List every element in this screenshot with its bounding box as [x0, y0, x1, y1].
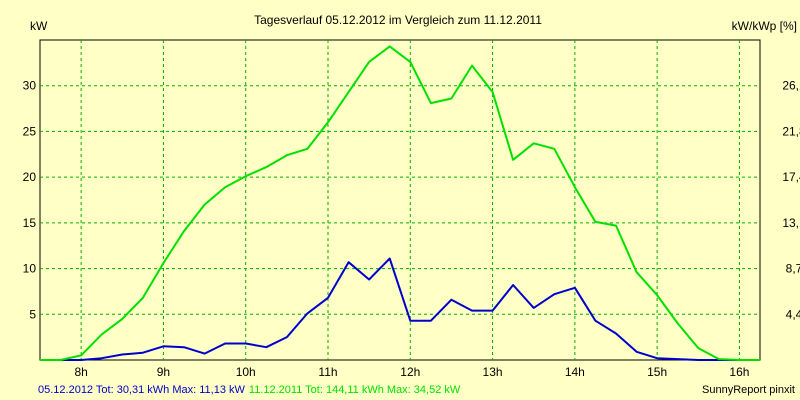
- x-tick-label: 13h: [483, 365, 503, 379]
- y-tick-label-left: 30: [23, 79, 37, 93]
- y-tick-label-left: 10: [23, 262, 37, 276]
- x-tick-label: 14h: [565, 365, 585, 379]
- y-tick-label-left: 25: [23, 124, 37, 138]
- y-tick-label-right: 26,1: [782, 79, 800, 93]
- y-axis-left-unit: kW: [30, 19, 48, 33]
- x-tick-label: 9h: [157, 365, 170, 379]
- legend-entry-1: 05.12.2012 Tot: 30,31 kWh Max: 11,13 kW 1…: [38, 384, 461, 396]
- series-layer: [40, 45, 760, 361]
- y-tick-label-right: 4,4: [786, 307, 800, 321]
- x-gridlines: [80, 40, 740, 360]
- x-tick-label: 10h: [236, 365, 256, 379]
- y-tick-labels-left: 5 10 15 20 25 30: [23, 79, 37, 322]
- chart-title: Tagesverlauf 05.12.2012 im Vergleich zum…: [254, 13, 542, 27]
- plot-area-frame: [39, 39, 761, 361]
- x-tick-label: 16h: [729, 365, 749, 379]
- y-gridlines: [40, 85, 760, 315]
- x-tick-label: 8h: [74, 365, 87, 379]
- x-tick-label: 11h: [318, 365, 337, 379]
- x-tick-label: 15h: [647, 365, 667, 379]
- x-tick-label: 12h: [400, 365, 420, 379]
- legend-entry-1-text: 05.12.2012 Tot: 30,31 kWh Max: 11,13 kW: [38, 384, 245, 396]
- legend-entry-2-text: 11.12.2011 Tot: 144,11 kWh Max: 34,52 kW: [249, 384, 461, 396]
- y-tick-label-left: 5: [29, 307, 36, 321]
- y-tick-label-right: 8,7: [786, 262, 800, 276]
- y-tick-label-right: 13,1: [782, 216, 800, 230]
- y-tick-label-left: 15: [23, 216, 37, 230]
- y-axis-right-unit: kW/kWp [%]: [732, 19, 797, 33]
- y-tick-labels-right: 4,4 8,7 13,1 17,4 21,8 26,1: [782, 79, 800, 322]
- series-line-2: [40, 45, 760, 361]
- y-tick-label-right: 21,8: [782, 124, 800, 138]
- y-tick-label-right: 17,4: [782, 170, 800, 184]
- footer-credit: SunnyReport pinxit: [702, 384, 795, 396]
- x-tick-labels: 8h 9h 10h 11h 12h 13h 14h 15h 16h: [74, 365, 749, 379]
- y-tick-label-left: 20: [23, 170, 37, 184]
- series-line-1: [40, 257, 760, 361]
